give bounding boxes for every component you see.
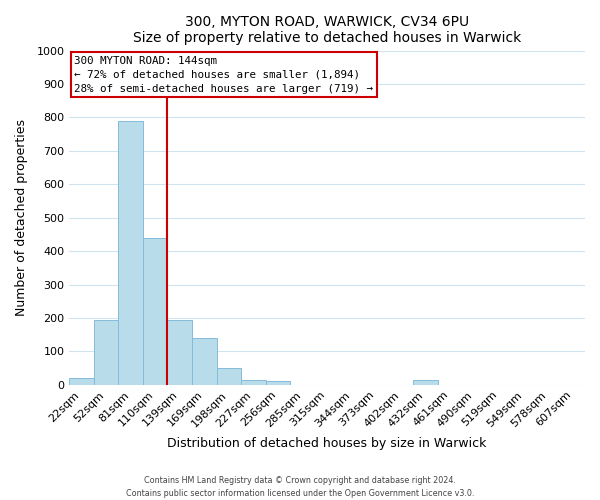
X-axis label: Distribution of detached houses by size in Warwick: Distribution of detached houses by size …: [167, 437, 487, 450]
Bar: [413, 380, 437, 385]
Bar: [266, 382, 290, 385]
Bar: [217, 368, 241, 385]
Bar: [143, 238, 167, 385]
Y-axis label: Number of detached properties: Number of detached properties: [15, 119, 28, 316]
Bar: [69, 378, 94, 385]
Text: 300 MYTON ROAD: 144sqm
← 72% of detached houses are smaller (1,894)
28% of semi-: 300 MYTON ROAD: 144sqm ← 72% of detached…: [74, 56, 373, 94]
Title: 300, MYTON ROAD, WARWICK, CV34 6PU
Size of property relative to detached houses : 300, MYTON ROAD, WARWICK, CV34 6PU Size …: [133, 15, 521, 45]
Bar: [241, 380, 266, 385]
Bar: [118, 120, 143, 385]
Text: Contains HM Land Registry data © Crown copyright and database right 2024.
Contai: Contains HM Land Registry data © Crown c…: [126, 476, 474, 498]
Bar: [167, 320, 192, 385]
Bar: [94, 320, 118, 385]
Bar: [192, 338, 217, 385]
